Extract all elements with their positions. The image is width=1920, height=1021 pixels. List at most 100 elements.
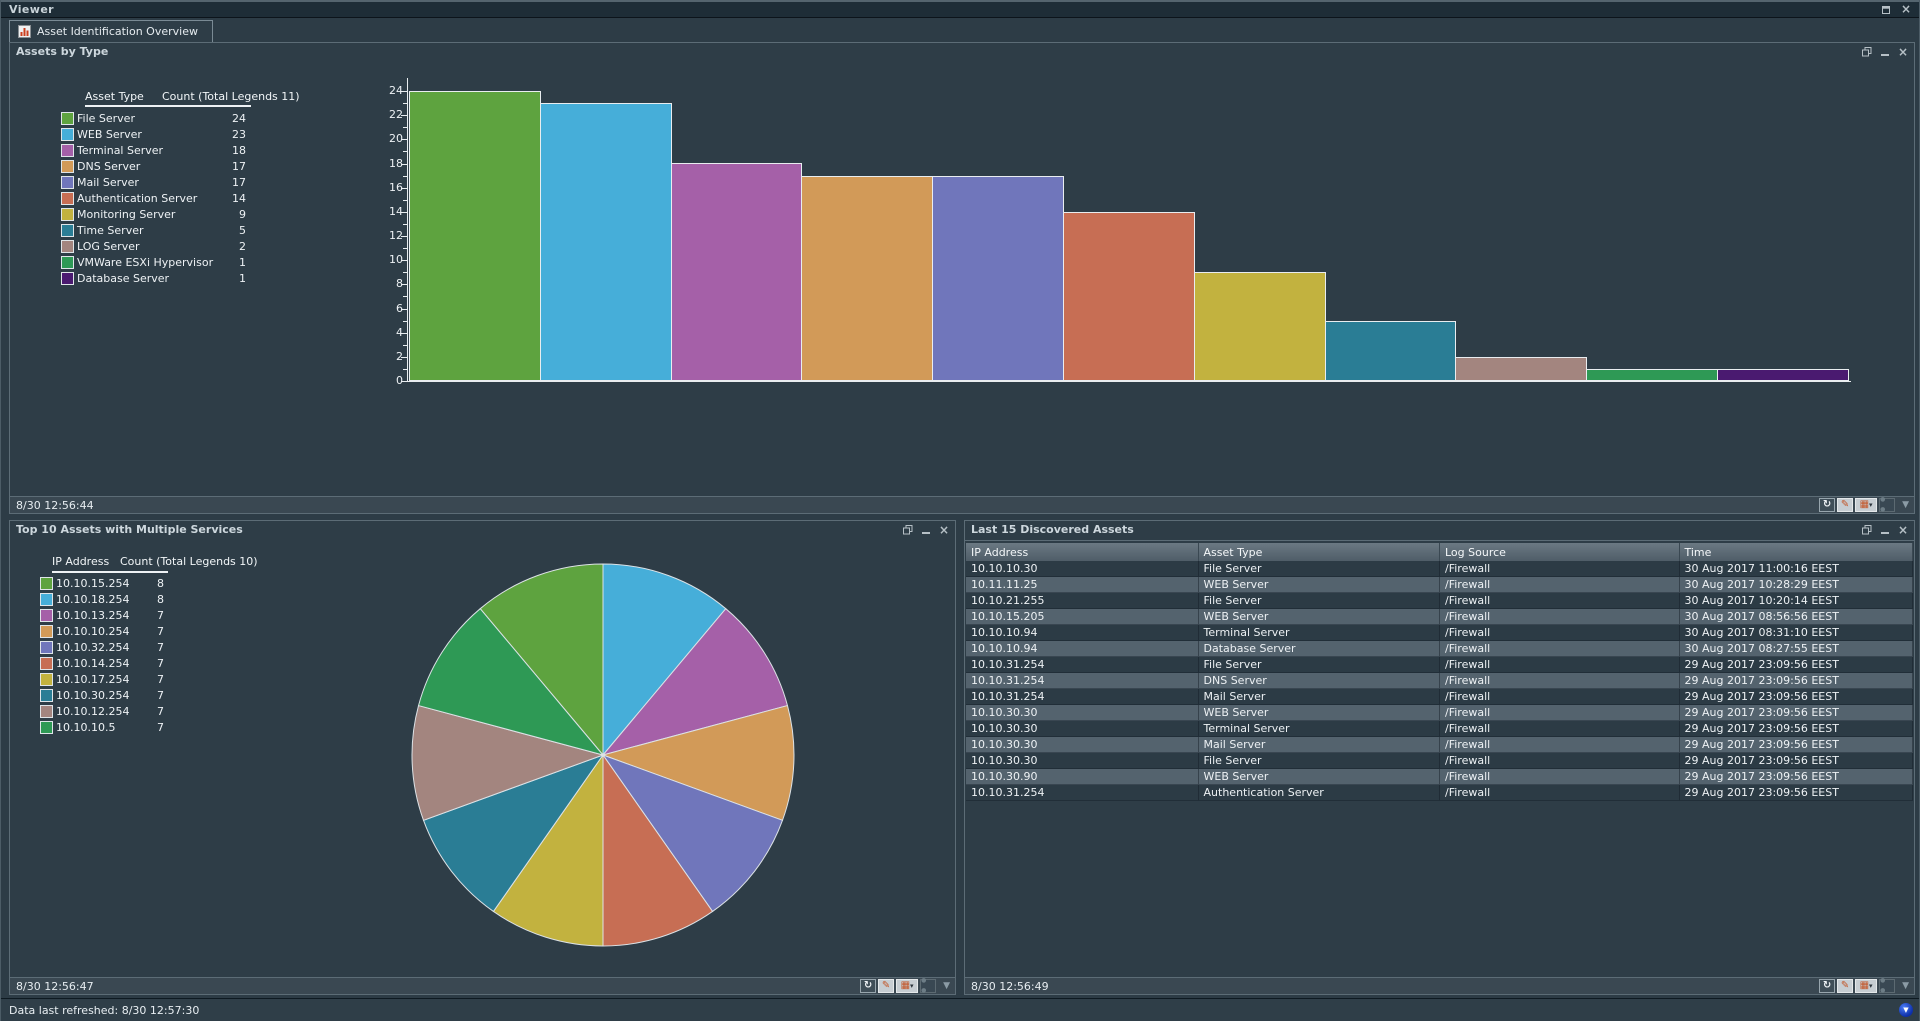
- legend-label: 10.10.10.254: [56, 624, 130, 638]
- panel-title: Assets by Type: [16, 45, 109, 58]
- restore-panel-icon[interactable]: [1861, 524, 1872, 535]
- table-cell: 29 Aug 2017 23:09:56 EEST: [1679, 769, 1913, 785]
- legend-label: 10.10.13.254: [56, 608, 130, 622]
- table-row[interactable]: 10.10.31.254 File Server/Firewall 29 Aug 2…: [966, 657, 1913, 673]
- table-view-button[interactable]: ▦ ▾: [1855, 498, 1878, 512]
- panel-assets-by-type: Assets by Type × Asset Type Count (Total…: [9, 42, 1915, 514]
- restore-window-icon[interactable]: [1881, 5, 1891, 15]
- edit-button[interactable]: ✎: [1837, 979, 1854, 993]
- close-panel-icon[interactable]: ×: [1897, 522, 1908, 537]
- legend-count: 7: [157, 624, 164, 638]
- table-view-button[interactable]: ▦ ▾: [896, 979, 919, 993]
- column-header-ip-address[interactable]: IP Address: [966, 543, 1199, 561]
- legend-col-count: Count (Total Legends 10): [120, 555, 258, 568]
- caret-down-icon: ▾: [1869, 982, 1873, 990]
- table-cell: WEB Server: [1198, 705, 1440, 721]
- legend-swatch: [40, 704, 53, 718]
- refresh-button[interactable]: ↻: [1819, 979, 1836, 993]
- legend-swatch: [61, 159, 74, 173]
- table-cell: /Firewall: [1440, 609, 1680, 625]
- y-axis-line: [407, 78, 408, 382]
- feed-indicator-icon[interactable]: ▼: [1899, 1003, 1913, 1017]
- panel-menu-dropdown-icon[interactable]: ▼: [1902, 500, 1909, 510]
- table-row[interactable]: 10.10.31.254 DNS Server/Firewall 29 Aug 20…: [966, 673, 1913, 689]
- panel-last15-discovered-assets: Last 15 Discovered Assets × IP Address As…: [964, 520, 1915, 995]
- column-header-log-source[interactable]: Log Source: [1440, 543, 1680, 561]
- panel-menu-dropdown-icon[interactable]: ▼: [1902, 981, 1909, 991]
- legend-count: 23: [232, 127, 246, 141]
- close-panel-icon[interactable]: ×: [938, 522, 949, 537]
- table-row[interactable]: 10.10.10.94 Database Server/Firewall 30 Au…: [966, 641, 1913, 657]
- close-panel-icon[interactable]: ×: [1897, 44, 1908, 59]
- bar-file-server: [409, 91, 541, 381]
- table-row[interactable]: 10.10.10.30 File Server/Firewall 30 Aug 20…: [966, 561, 1913, 577]
- grid-icon: ▦: [900, 980, 911, 991]
- restore-panel-icon[interactable]: [1861, 46, 1872, 57]
- edit-button[interactable]: ✎: [878, 979, 895, 993]
- table-cell: 10.10.10.30: [966, 561, 1199, 577]
- table-cell: 10.10.31.254: [966, 785, 1199, 801]
- record-button: ● ●: [920, 977, 937, 994]
- table-row[interactable]: 10.10.31.254 Mail Server/Firewall 29 Aug 2…: [966, 689, 1913, 705]
- table-row[interactable]: 10.10.31.254 Authentication Server/Firewa…: [966, 785, 1913, 801]
- table-row[interactable]: 10.10.30.90 WEB Server/Firewall 29 Aug 201…: [966, 769, 1913, 785]
- bar-web-server: [540, 103, 672, 381]
- table-view-button[interactable]: ▦ ▾: [1855, 979, 1878, 993]
- minimize-panel-icon[interactable]: [921, 526, 930, 534]
- table-row[interactable]: 10.10.30.30 Mail Server/Firewall 29 Aug 20…: [966, 737, 1913, 753]
- table-cell: 30 Aug 2017 10:20:14 EEST: [1679, 593, 1913, 609]
- grid-icon: ▦: [1859, 499, 1870, 510]
- legend-swatch: [40, 576, 53, 590]
- table-row[interactable]: 10.10.30.30 WEB Server/Firewall 29 Aug 201…: [966, 705, 1913, 721]
- table-cell: 10.10.10.94: [966, 641, 1199, 657]
- legend-count: 17: [232, 159, 246, 173]
- table-row[interactable]: 10.11.11.25 WEB Server/Firewall 30 Aug 201…: [966, 577, 1913, 593]
- table-row[interactable]: 10.10.10.94 Terminal Server/Firewall 30 Au…: [966, 625, 1913, 641]
- table-row[interactable]: 10.10.21.255 File Server/Firewall 30 Aug 2…: [966, 593, 1913, 609]
- window-title: Viewer: [9, 3, 54, 16]
- table-cell: 29 Aug 2017 23:09:56 EEST: [1679, 689, 1913, 705]
- legend-swatch: [40, 592, 53, 606]
- table-cell: /Firewall: [1440, 673, 1680, 689]
- minimize-panel-icon[interactable]: [1880, 526, 1889, 534]
- y-axis-tick: [401, 164, 407, 165]
- refresh-button[interactable]: ↻: [860, 979, 877, 993]
- table-row[interactable]: 10.10.30.30 File Server/Firewall 29 Aug 20…: [966, 753, 1913, 769]
- column-header-time[interactable]: Time: [1680, 543, 1913, 561]
- legend-count: 18: [232, 143, 246, 157]
- legend-item: 10.10.14.254 7: [40, 655, 164, 671]
- refresh-button[interactable]: ↻: [1819, 498, 1836, 512]
- minimize-panel-icon[interactable]: [1880, 48, 1889, 56]
- tab-asset-identification-overview[interactable]: Asset Identification Overview: [9, 20, 213, 42]
- y-axis-tick-label: 6: [396, 302, 403, 315]
- table-row[interactable]: 10.10.15.205 WEB Server/Firewall 30 Aug 20…: [966, 609, 1913, 625]
- y-axis-tick: [403, 176, 407, 177]
- legend-item: 10.10.12.254 7: [40, 703, 164, 719]
- legend-item: Mail Server 17: [61, 174, 246, 190]
- legend-label: File Server: [77, 111, 135, 125]
- close-window-icon[interactable]: ×: [1900, 2, 1911, 16]
- y-axis-tick: [401, 212, 407, 213]
- legend-count: 7: [157, 704, 164, 718]
- bar-log-server: [1455, 357, 1587, 381]
- table-cell: 10.10.30.30: [966, 753, 1199, 769]
- legend-count: 1: [239, 271, 246, 285]
- edit-button[interactable]: ✎: [1837, 498, 1854, 512]
- legend-swatch: [40, 640, 53, 654]
- restore-panel-icon[interactable]: [902, 524, 913, 535]
- table-cell: File Server: [1198, 561, 1440, 577]
- panel-menu-dropdown-icon[interactable]: ▼: [943, 981, 950, 991]
- panel-top10-multi-services: Top 10 Assets with Multiple Services × I…: [9, 520, 956, 995]
- bar-dns-server: [801, 176, 933, 381]
- legend-label: 10.10.17.254: [56, 672, 130, 686]
- column-header-asset-type[interactable]: Asset Type: [1199, 543, 1440, 561]
- legend-label: Terminal Server: [77, 143, 164, 157]
- panel-toolbar: ↻ ✎ ▦ ▾ ● ● ▼: [1819, 977, 1911, 994]
- table-cell: 10.10.30.30: [966, 705, 1199, 721]
- table-row[interactable]: 10.10.30.30 Terminal Server/Firewall 29 Au…: [966, 721, 1913, 737]
- table-cell: File Server: [1198, 593, 1440, 609]
- legend-count: 7: [157, 640, 164, 654]
- legend-item: Monitoring Server 9: [61, 206, 246, 222]
- table-cell: 10.11.11.25: [966, 577, 1199, 593]
- table-cell: /Firewall: [1440, 769, 1680, 785]
